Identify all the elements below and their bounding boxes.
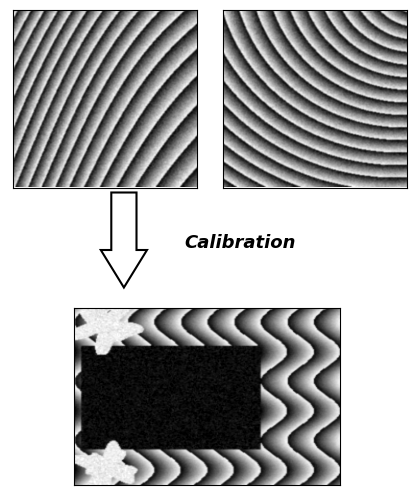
Polygon shape	[101, 192, 147, 288]
Text: Calibration: Calibration	[185, 234, 296, 252]
